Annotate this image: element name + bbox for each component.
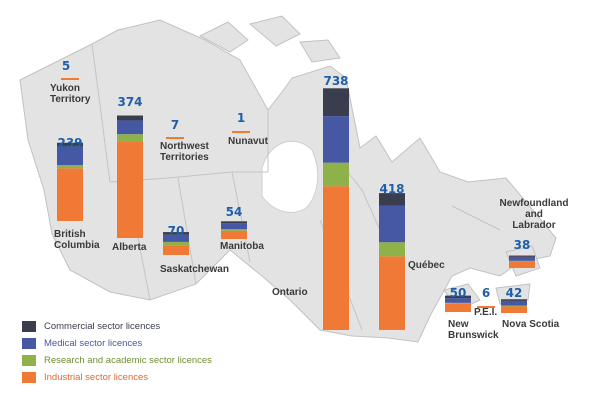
bar-segment-nb-industrial <box>445 303 471 312</box>
legend-swatch-industrial <box>22 372 36 383</box>
bar-segment-manitoba-industrial <box>221 230 247 239</box>
bar-segment-ontario-medical <box>323 116 349 163</box>
bar-segment-nb-commercial <box>445 295 471 299</box>
province-name-nb-line-1: New <box>448 319 469 330</box>
bar-marker-nunavut <box>232 131 250 133</box>
bar-segment-nl-research <box>509 260 535 262</box>
legend-swatch-medical <box>22 338 36 349</box>
bar-segment-quebec-medical <box>379 205 405 243</box>
bar-segment-ontario-industrial <box>323 186 349 330</box>
canada-landmass <box>19 15 557 343</box>
bar-segment-manitoba-research <box>221 229 247 231</box>
legend-swatch-commercial <box>22 321 36 332</box>
province-name-yukon-line-1: Yukon <box>50 83 80 94</box>
province-name-nunavut: Nunavut <box>228 136 269 147</box>
province-name-bc-line-2: Columbia <box>54 240 100 251</box>
bar-segment-ns-medical <box>501 300 527 306</box>
bar-segment-sask-research <box>163 241 189 246</box>
province-name-quebec: Québec <box>408 260 445 271</box>
legend-label-commercial: Commercial sector licences <box>44 321 161 332</box>
legend-swatch-research <box>22 355 36 366</box>
total-label-nl: 38 <box>514 238 531 252</box>
bar-segment-ns-research <box>501 305 527 307</box>
total-label-nb: 50 <box>450 286 467 300</box>
total-label-nunavut: 1 <box>237 111 245 125</box>
province-name-pei: P.E.I. <box>474 307 497 318</box>
province-name-yukon-line-2: Territory <box>50 94 91 105</box>
total-label-yukon: 5 <box>62 59 70 73</box>
bar-segment-bc-medical <box>57 146 83 165</box>
province-name-nl-line-2: and <box>525 209 543 220</box>
bar-marker-pei <box>477 306 495 308</box>
province-name-nwt-line-1: Northwest <box>160 141 210 152</box>
bar-segment-quebec-industrial <box>379 256 405 330</box>
province-name-bc-line-1: British <box>54 229 86 240</box>
bar-segment-alberta-industrial <box>117 141 143 238</box>
bar-segment-manitoba-commercial <box>221 221 247 224</box>
province-name-ontario: Ontario <box>272 287 308 298</box>
total-label-alberta: 374 <box>117 95 142 109</box>
legend-label-industrial: Industrial sector licences <box>44 372 149 383</box>
legend-label-research: Research and academic sector licences <box>44 355 212 366</box>
bar-segment-ns-commercial <box>501 299 527 301</box>
bar-segment-ontario-research <box>323 162 349 187</box>
bar-segment-alberta-commercial <box>117 115 143 121</box>
province-name-nb-line-2: Brunswick <box>448 330 499 341</box>
total-label-sask: 70 <box>168 224 185 238</box>
bar-segment-nl-medical <box>509 256 535 261</box>
province-name-nl-line-1: Newfoundland <box>500 198 569 209</box>
bar-segment-nl-industrial <box>509 261 535 268</box>
bar-segment-sask-commercial <box>163 232 189 235</box>
bar-marker-nwt <box>166 137 184 139</box>
total-label-quebec: 418 <box>379 182 404 196</box>
total-label-pei: 6 <box>482 286 490 300</box>
bar-segment-sask-industrial <box>163 245 189 255</box>
legend-item-medical: Medical sector licences <box>22 335 212 352</box>
total-label-ns: 42 <box>506 286 523 300</box>
legend-label-medical: Medical sector licences <box>44 338 143 349</box>
bar-segment-nl-commercial <box>509 255 535 257</box>
province-name-ns: Nova Scotia <box>502 319 560 330</box>
bar-segment-ns-industrial <box>501 306 527 313</box>
bar-segment-quebec-commercial <box>379 193 405 206</box>
total-label-ontario: 738 <box>323 74 348 88</box>
bar-marker-yukon <box>61 78 79 80</box>
legend-item-research: Research and academic sector licences <box>22 352 212 369</box>
bar-segment-bc-commercial <box>57 142 83 147</box>
province-name-manitoba: Manitoba <box>220 241 264 252</box>
total-label-nwt: 7 <box>171 118 179 132</box>
province-name-sask: Saskatchewan <box>160 264 229 275</box>
bar-segment-manitoba-medical <box>221 223 247 230</box>
legend-item-commercial: Commercial sector licences <box>22 318 212 335</box>
bar-segment-bc-research <box>57 164 83 169</box>
province-name-nwt-line-2: Territories <box>160 152 209 163</box>
total-label-bc: 239 <box>57 136 82 150</box>
bar-segment-bc-industrial <box>57 168 83 221</box>
bar-segment-alberta-research <box>117 134 143 142</box>
bar-segment-alberta-medical <box>117 120 143 135</box>
bar-segment-nb-research <box>445 302 471 304</box>
legend: Commercial sector licences Medical secto… <box>22 318 212 386</box>
bar-segment-nb-medical <box>445 298 471 303</box>
legend-item-industrial: Industrial sector licences <box>22 369 212 386</box>
province-name-nl-line-3: Labrador <box>512 220 555 231</box>
bar-segment-ontario-commercial <box>323 88 349 117</box>
province-name-alberta: Alberta <box>112 242 147 253</box>
total-label-manitoba: 54 <box>226 205 243 219</box>
bar-segment-quebec-research <box>379 242 405 257</box>
bar-segment-sask-medical <box>163 234 189 242</box>
